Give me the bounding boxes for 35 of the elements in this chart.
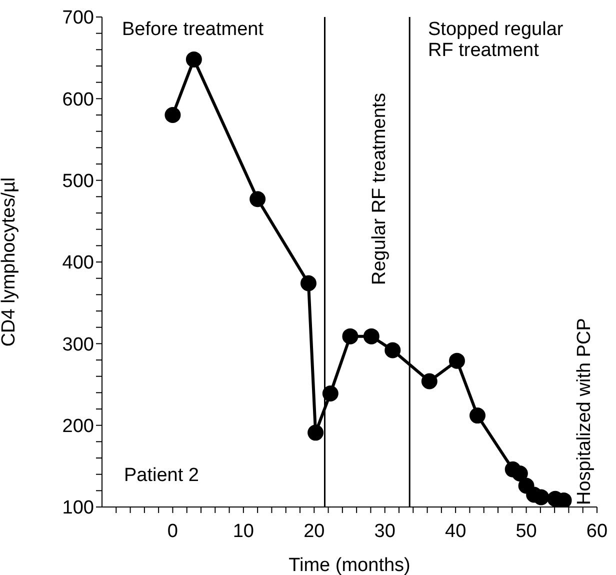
y-tick-label: 200 xyxy=(62,416,94,438)
x-tick-label: 60 xyxy=(586,521,608,542)
x-tick-label: 40 xyxy=(445,521,466,542)
y-tick-label: 300 xyxy=(62,334,94,356)
point xyxy=(250,191,266,208)
point xyxy=(512,466,528,482)
annotation: Stopped regular RF treatment xyxy=(428,19,564,62)
y-tick-label: 600 xyxy=(62,89,94,110)
point xyxy=(363,328,380,344)
point xyxy=(448,352,465,369)
point xyxy=(469,408,486,424)
point xyxy=(300,275,316,292)
x-axis-title: Time (months) xyxy=(288,555,410,575)
annotation: Patient 2 xyxy=(124,465,199,487)
annotation: Regular RF treatments xyxy=(369,92,390,285)
point xyxy=(384,342,401,358)
point xyxy=(421,373,438,390)
annotation: Hospitalized with PCP xyxy=(574,317,595,505)
point xyxy=(308,424,324,441)
x-tick-label: 10 xyxy=(232,521,254,542)
x-tick-label: 0 xyxy=(167,521,178,542)
y-tick-label: 100 xyxy=(62,498,94,519)
y-tick-label: 500 xyxy=(62,171,94,192)
annotation: Before treatment xyxy=(122,19,264,41)
y-axis-title: CD4 lymphocytes/µl xyxy=(0,177,20,347)
point xyxy=(342,328,358,344)
point xyxy=(164,107,181,123)
x-tick-label: 20 xyxy=(304,521,325,542)
point xyxy=(533,489,550,506)
y-tick-label: 400 xyxy=(62,252,94,274)
point xyxy=(186,51,202,68)
point xyxy=(322,385,338,402)
y-tick-label: 700 xyxy=(62,8,94,29)
x-tick-label: 50 xyxy=(516,521,537,542)
x-tick-label: 30 xyxy=(374,521,396,542)
